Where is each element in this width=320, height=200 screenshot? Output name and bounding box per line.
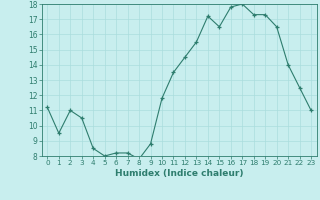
X-axis label: Humidex (Indice chaleur): Humidex (Indice chaleur): [115, 169, 244, 178]
